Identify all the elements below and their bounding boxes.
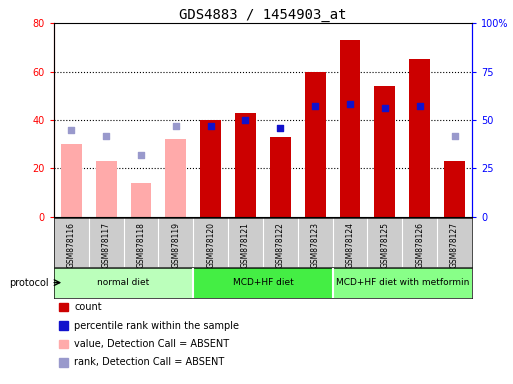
Text: GSM878124: GSM878124 [346, 222, 354, 268]
Bar [270, 137, 291, 217]
Bar [332, 268, 472, 298]
Point [242, 117, 250, 123]
Bar [54, 268, 193, 298]
Bar [61, 144, 82, 217]
Bar [130, 183, 151, 217]
Text: rank, Detection Call = ABSENT: rank, Detection Call = ABSENT [74, 358, 225, 367]
Point [450, 132, 459, 139]
Point [416, 103, 424, 109]
Bar [165, 139, 186, 217]
Text: GSM878127: GSM878127 [450, 222, 459, 268]
Text: GSM878118: GSM878118 [136, 222, 146, 268]
Text: GSM878121: GSM878121 [241, 222, 250, 268]
Text: GSM878119: GSM878119 [171, 222, 180, 268]
Bar [340, 40, 361, 217]
Text: value, Detection Call = ABSENT: value, Detection Call = ABSENT [74, 339, 229, 349]
Text: GSM878123: GSM878123 [311, 222, 320, 268]
Point [207, 123, 215, 129]
Text: MCD+HF diet: MCD+HF diet [232, 278, 293, 287]
Bar [305, 71, 326, 217]
Text: protocol: protocol [9, 278, 49, 288]
Point [102, 132, 110, 139]
Point [67, 127, 75, 133]
Point [137, 152, 145, 158]
Bar [409, 60, 430, 217]
Text: MCD+HF diet with metformin: MCD+HF diet with metformin [336, 278, 469, 287]
Text: count: count [74, 302, 102, 312]
Point [276, 125, 284, 131]
Point [346, 101, 354, 108]
Text: GSM878126: GSM878126 [415, 222, 424, 268]
Title: GDS4883 / 1454903_at: GDS4883 / 1454903_at [179, 8, 347, 22]
Point [311, 103, 319, 109]
Text: percentile rank within the sample: percentile rank within the sample [74, 321, 240, 331]
Bar [444, 161, 465, 217]
Text: normal diet: normal diet [97, 278, 150, 287]
Text: GSM878122: GSM878122 [276, 222, 285, 268]
Bar [95, 161, 116, 217]
Point [172, 123, 180, 129]
Point [381, 105, 389, 111]
Text: GSM878116: GSM878116 [67, 222, 76, 268]
Bar [200, 120, 221, 217]
Text: GSM878117: GSM878117 [102, 222, 111, 268]
Bar [374, 86, 396, 217]
Text: GSM878125: GSM878125 [380, 222, 389, 268]
Text: GSM878120: GSM878120 [206, 222, 215, 268]
Bar [235, 113, 256, 217]
Bar [193, 268, 332, 298]
